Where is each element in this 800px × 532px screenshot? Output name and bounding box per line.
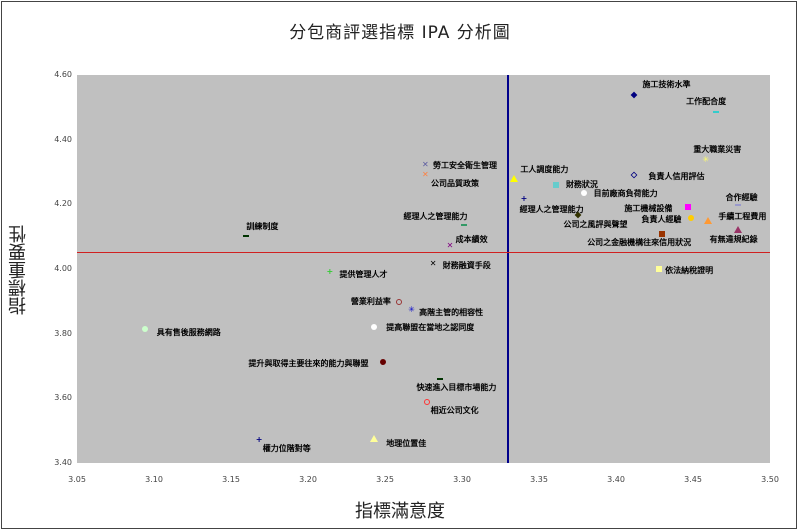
x-tick-label: 3.20 <box>299 475 317 484</box>
y-axis-label: 指標重要性 <box>8 225 29 315</box>
data-point-label: 提高聯盟在當地之認同度 <box>386 323 475 333</box>
data-point-marker <box>713 110 720 113</box>
data-point-marker <box>704 216 713 224</box>
data-point-marker <box>460 224 467 227</box>
data-point-marker: ✳ <box>702 155 710 165</box>
data-point-label: 財務融資手段 <box>442 260 491 270</box>
y-tick-label: 4.40 <box>54 134 72 144</box>
data-point-marker <box>370 435 379 443</box>
data-point-label: 工作配合度 <box>686 96 727 106</box>
x-tick-label: 3.05 <box>68 475 86 484</box>
chart-title: 分包商評選指標 IPA 分析圖 <box>289 23 511 43</box>
plot-area: 施工技術水準 工作配合度 ✳ 重大職業災害 ✕ 勞工安全衛生管理 ✕ 公司品質政策 工人調度能力… <box>77 75 770 463</box>
data-point-label: 營業利益率 <box>350 296 391 306</box>
x-tick-label: 3.50 <box>761 475 779 484</box>
data-point-label: 提升與取得主要往來的能力與聯盟 <box>248 359 369 369</box>
data-point-label: 具有售後服務網路 <box>156 328 221 338</box>
data-point-label: 訓練制度 <box>246 222 279 232</box>
importance-mean-line <box>77 251 770 253</box>
y-tick-label: 3.60 <box>54 393 72 403</box>
y-tick-label: 4.00 <box>54 264 72 273</box>
data-point-label: 經理人之管理能力 <box>403 212 468 222</box>
data-point-marker <box>141 326 148 333</box>
data-point-marker <box>395 298 402 305</box>
data-point-label: 依法納稅證明 <box>665 266 714 275</box>
data-point-marker <box>734 203 741 206</box>
x-tick-label: 3.25 <box>376 475 394 484</box>
x-tick-label: 3.15 <box>222 475 240 484</box>
data-point-marker: ✕ <box>422 159 429 169</box>
data-point-label: 手續工程費用 <box>718 211 767 221</box>
y-tick-label: 3.80 <box>54 328 72 338</box>
x-tick-label: 3.40 <box>607 475 625 484</box>
data-point-marker: + <box>255 435 263 445</box>
data-point-label: 工人調度能力 <box>520 165 569 175</box>
x-tick-label: 3.35 <box>530 475 548 484</box>
data-point-marker <box>733 225 742 233</box>
data-point-label: 有無違規紀錄 <box>709 234 758 244</box>
data-point-marker <box>688 214 695 221</box>
data-point-label: 負責人經驗 <box>641 214 682 224</box>
y-tick-label: 4.60 <box>54 70 72 79</box>
data-point-marker <box>631 171 638 179</box>
data-point-marker <box>685 203 692 210</box>
data-point-label: 施工技術水準 <box>642 80 691 90</box>
data-point-label: 成本績效 <box>455 235 488 245</box>
data-point-marker <box>552 181 559 188</box>
data-point-label: 施工機械設備 <box>624 203 673 213</box>
y-tick-label: 3.40 <box>54 458 72 467</box>
data-point-marker <box>580 190 587 197</box>
data-point-marker <box>631 91 638 99</box>
data-point-marker: ✕ <box>429 258 437 268</box>
data-point-marker <box>437 377 444 380</box>
data-point-marker <box>371 324 378 331</box>
data-point-label: 合作經驗 <box>725 192 758 202</box>
data-point-marker <box>574 211 581 219</box>
data-point-label: 權力位階對等 <box>262 444 311 454</box>
data-point-label: 目前廠商負荷能力 <box>593 189 658 199</box>
data-point-label: 負責人信用評估 <box>648 171 705 181</box>
y-tick-label: 4.20 <box>54 199 72 209</box>
data-point-marker <box>380 359 387 366</box>
data-point-marker <box>659 231 666 238</box>
data-point-label: 財務狀況 <box>565 179 598 189</box>
data-point-label: 經理人之管理能力 <box>519 205 584 215</box>
data-point-label: 重大職業災害 <box>693 145 742 155</box>
data-point-marker <box>656 266 663 272</box>
data-point-label: 公司品質政策 <box>431 178 480 188</box>
satisfaction-mean-line <box>507 75 510 463</box>
data-point-marker <box>510 175 519 183</box>
x-tick-label: 3.30 <box>453 475 471 484</box>
data-point-label: 公司之風評與聲望 <box>563 220 628 229</box>
data-point-marker: ✳ <box>408 305 415 315</box>
data-point-marker: + <box>520 194 528 204</box>
data-point-marker: + <box>326 266 334 276</box>
data-point-label: 高階主管的相容性 <box>419 308 484 318</box>
data-point-marker: ✕ <box>422 169 429 179</box>
data-point-label: 快速進入目標市場能力 <box>416 382 497 392</box>
data-point-marker <box>243 235 250 238</box>
x-axis-label: 指標滿意度 <box>355 501 445 522</box>
data-point-marker <box>423 398 430 405</box>
data-point-label: 公司之金融機構往來信用狀況 <box>587 238 692 248</box>
x-tick-label: 3.10 <box>145 475 163 484</box>
data-point-marker: ✕ <box>446 241 454 251</box>
data-point-label: 地理位置佳 <box>386 439 427 449</box>
data-point-label: 相近公司文化 <box>430 405 479 415</box>
x-tick-label: 3.45 <box>684 475 702 484</box>
data-point-label: 提供管理人才 <box>339 269 388 279</box>
data-point-label: 勞工安全衛生管理 <box>433 160 498 170</box>
